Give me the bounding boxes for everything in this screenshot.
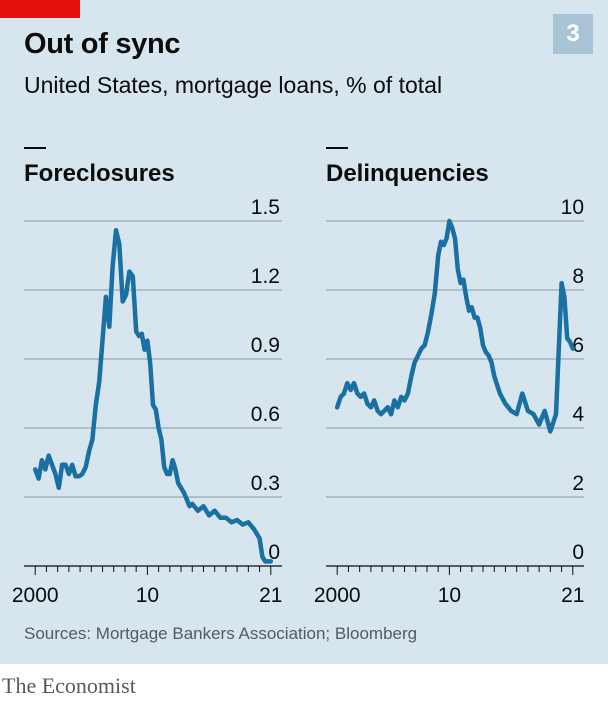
y-tick-label: 0: [268, 541, 280, 564]
y-tick-label: 0.9: [251, 334, 280, 357]
chart-subtitle: United States, mortgage loans, % of tota…: [24, 72, 443, 98]
y-tick-label: 8: [572, 265, 584, 288]
x-tick-label: 10: [136, 584, 159, 607]
x-tick-label: 2000: [12, 584, 59, 607]
series-line: [32, 227, 274, 564]
panel-title: Delinquencies: [326, 160, 489, 187]
x-tick-label: 21: [259, 584, 282, 607]
y-tick-label: 0: [572, 541, 584, 564]
y-tick-label: 0.3: [251, 472, 280, 495]
y-tick-label: 0.6: [251, 403, 280, 426]
x-tick-label: 10: [438, 584, 461, 607]
y-tick-label: 4: [572, 403, 584, 426]
x-tick-label: 2000: [314, 584, 361, 607]
chart-title: Out of sync: [24, 28, 181, 60]
y-tick-label: 6: [572, 334, 584, 357]
series-line: [334, 218, 576, 434]
x-tick-label: 21: [561, 584, 584, 607]
publisher-logo: The Economist: [2, 673, 136, 698]
y-tick-label: 2: [572, 472, 584, 495]
panel-title: Foreclosures: [24, 160, 175, 187]
source-note: Sources: Mortgage Bankers Association; B…: [24, 624, 418, 643]
y-tick-label: 1.5: [251, 196, 280, 219]
y-tick-label: 1.2: [251, 265, 280, 288]
chart-number-badge: 3: [553, 14, 593, 54]
brand-red-tag: [0, 0, 80, 18]
y-tick-label: 10: [561, 196, 584, 219]
